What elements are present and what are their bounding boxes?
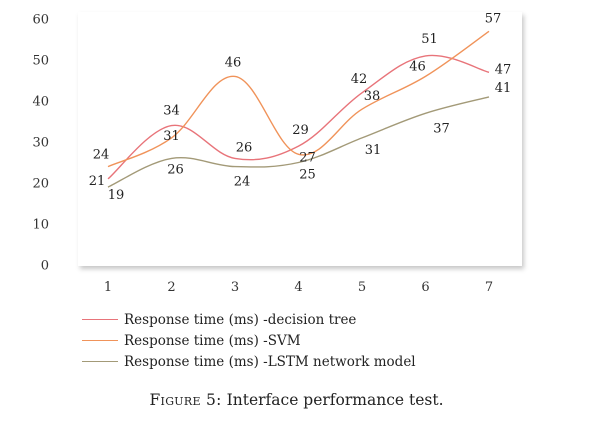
data-label-decision-tree: 42 [351, 72, 368, 87]
x-tick-label: 4 [294, 280, 302, 295]
y-axis-ticks: 0 10 20 30 40 50 60 [32, 13, 49, 274]
y-tick-label: 50 [32, 54, 49, 69]
series-line-decision-tree [107, 54, 490, 180]
data-label-lstm: 25 [299, 168, 316, 183]
data-label-lstm: 26 [167, 162, 184, 177]
y-tick-label: 10 [32, 218, 49, 233]
x-axis-ticks: 1 2 3 4 5 6 7 [104, 280, 493, 295]
x-tick-label: 7 [485, 280, 493, 295]
data-label-decision-tree: 34 [163, 104, 180, 119]
data-label-lstm: 24 [234, 175, 251, 190]
data-label-svm: 31 [163, 129, 180, 144]
y-tick-label: 40 [32, 95, 49, 110]
x-tick-label: 5 [358, 280, 366, 295]
x-tick-label: 3 [231, 280, 239, 295]
y-tick-label: 0 [41, 259, 49, 274]
data-label-lstm: 31 [365, 143, 382, 158]
data-label-lstm: 37 [433, 121, 450, 136]
legend-label-lstm: Response time (ms) -LSTM network model [124, 353, 416, 370]
series-lines [107, 30, 490, 188]
data-label-svm: 57 [485, 11, 502, 26]
legend-swatch-lstm [82, 361, 118, 362]
data-label-decision-tree: 29 [292, 123, 309, 138]
data-label-decision-tree: 47 [495, 62, 512, 77]
legend: Response time (ms) -decision tree Respon… [82, 309, 416, 372]
series-line-svm [107, 30, 490, 168]
data-label-svm: 27 [299, 150, 316, 165]
data-label-decision-tree: 51 [421, 32, 438, 47]
data-label-svm: 24 [93, 148, 110, 163]
data-labels: 21 34 26 29 42 51 47 24 31 46 27 38 46 57 19 26 24 25 31 37… [89, 11, 512, 203]
data-label-decision-tree: 26 [236, 140, 253, 155]
y-tick-label: 60 [32, 13, 49, 28]
legend-label-decision-tree: Response time (ms) -decision tree [124, 311, 357, 328]
figure-caption: Figure 5: Interface performance test. [0, 391, 593, 409]
data-label-svm: 46 [225, 55, 242, 70]
series-line-lstm [107, 96, 490, 188]
x-tick-label: 6 [421, 280, 429, 295]
legend-swatch-decision-tree [82, 319, 118, 320]
x-tick-label: 2 [167, 280, 175, 295]
legend-item-lstm: Response time (ms) -LSTM network model [82, 351, 416, 372]
data-label-svm: 38 [364, 89, 381, 104]
caption-text: Interface performance test. [226, 391, 444, 409]
data-label-svm: 46 [409, 59, 426, 74]
legend-label-svm: Response time (ms) -SVM [124, 332, 301, 349]
legend-item-svm: Response time (ms) -SVM [82, 330, 416, 351]
plot-area [78, 12, 522, 266]
data-label-lstm: 19 [108, 188, 125, 203]
y-tick-label: 20 [32, 177, 49, 192]
caption-prefix: Figure 5: [149, 391, 222, 409]
legend-item-decision-tree: Response time (ms) -decision tree [82, 309, 416, 330]
data-label-decision-tree: 21 [89, 174, 106, 189]
x-tick-label: 1 [104, 280, 112, 295]
y-tick-label: 30 [32, 136, 49, 151]
legend-swatch-svm [82, 340, 118, 341]
data-label-lstm: 41 [495, 81, 512, 96]
